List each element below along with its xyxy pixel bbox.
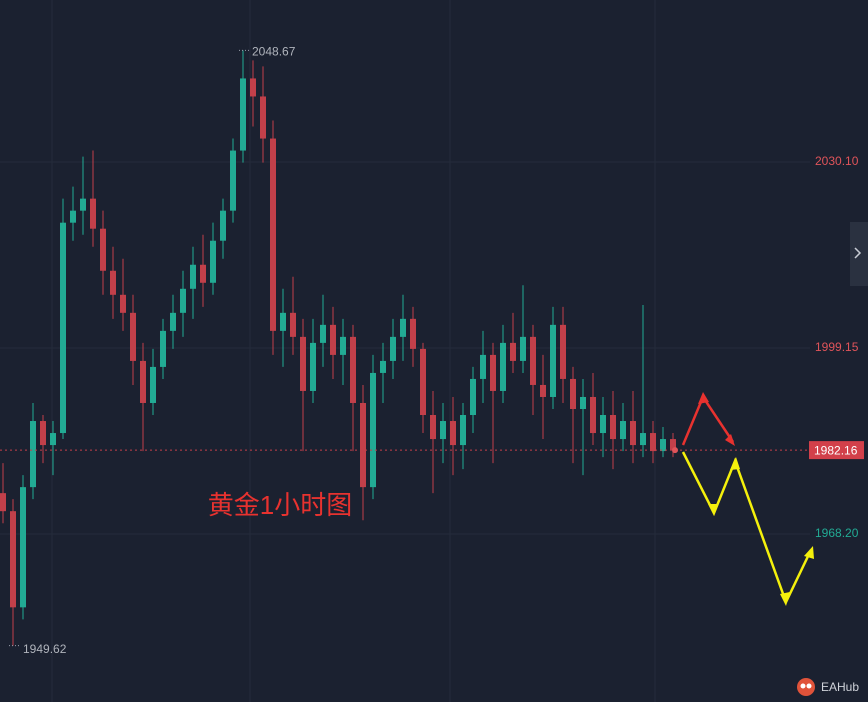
candle-body	[0, 493, 6, 512]
candle-body	[470, 378, 476, 416]
candle-body	[610, 415, 616, 440]
candle-body	[160, 330, 166, 367]
candle-body	[350, 336, 356, 403]
candle-body	[430, 415, 436, 440]
arrow-head	[698, 392, 709, 404]
candle-body	[440, 421, 446, 440]
candle-body	[310, 342, 316, 391]
candle-body	[70, 210, 76, 223]
candle-body	[240, 78, 246, 151]
candle-body	[210, 240, 216, 283]
candle-body	[490, 354, 496, 391]
candle-body	[400, 318, 406, 337]
candle-body	[390, 336, 396, 361]
candle-body	[80, 198, 86, 211]
candle-body	[420, 348, 426, 416]
candle-body	[200, 264, 206, 283]
candle-body	[530, 336, 536, 385]
candle-body	[180, 288, 186, 313]
candle-body	[340, 336, 346, 355]
candle-body	[510, 342, 516, 361]
brand-logo-eye	[806, 683, 812, 689]
arrow-head	[730, 457, 740, 470]
candle-body	[540, 384, 546, 397]
candle-body	[280, 312, 286, 331]
candle-body	[50, 433, 56, 446]
candle-body	[380, 360, 386, 373]
forecast-arrows	[681, 392, 814, 606]
candle-body	[320, 324, 326, 343]
candle-body	[480, 354, 486, 379]
candle-body	[140, 360, 146, 403]
candle-body	[290, 312, 296, 337]
candle-body	[90, 198, 96, 229]
candle-body	[120, 294, 126, 313]
candle-body	[620, 421, 626, 440]
candle-body	[450, 421, 456, 446]
candle-body	[550, 324, 556, 397]
arrow-head	[780, 592, 790, 606]
candle-body	[590, 396, 596, 434]
candle-body	[130, 312, 136, 361]
candle-body	[330, 324, 336, 355]
brand-logo	[797, 678, 815, 696]
candle-body	[500, 342, 506, 391]
candle-body	[630, 421, 636, 446]
candle-body	[270, 138, 276, 331]
brand-logo-eye	[800, 683, 806, 689]
candle-body	[300, 336, 306, 391]
last-price-box	[809, 441, 864, 460]
candle-body	[110, 270, 116, 295]
candle-body	[520, 336, 526, 361]
grid	[51, 0, 656, 702]
candle-body	[370, 372, 376, 488]
candle-body	[640, 433, 646, 446]
candle-body	[220, 210, 226, 241]
brand: EAHub	[821, 680, 859, 694]
last-price-label: 1982.16	[814, 443, 858, 457]
candle-body	[460, 415, 466, 446]
arrow-head	[804, 546, 814, 559]
low-label: 1949.62	[23, 642, 67, 656]
candle-body	[40, 421, 46, 446]
candle-body	[570, 378, 576, 409]
arrow-head	[725, 434, 735, 446]
candle-body	[360, 402, 366, 488]
last-price-dot	[672, 447, 678, 454]
candle-body	[190, 264, 196, 289]
side-tab-icon[interactable]	[854, 247, 862, 259]
candle-body	[670, 439, 676, 451]
candle-body	[260, 96, 266, 139]
y-tick-label: 1999.15	[815, 340, 859, 354]
high-label: 2048.67	[252, 45, 296, 59]
arrow-head	[708, 504, 718, 516]
candle-body	[560, 324, 566, 379]
candle-body	[660, 439, 666, 452]
candle-body	[100, 228, 106, 271]
candle-body	[20, 487, 26, 608]
candle-body	[60, 222, 66, 434]
candle-body	[150, 366, 156, 403]
candle-body	[250, 78, 256, 97]
candle-body	[30, 421, 36, 488]
chart-title: 黄金1小时图	[208, 490, 352, 520]
candle-body	[580, 396, 586, 409]
candle-body	[600, 415, 606, 434]
y-tick-label: 2030.10	[815, 154, 859, 168]
candle-body	[230, 150, 236, 211]
candle-body	[650, 433, 656, 452]
candle-body	[170, 312, 176, 331]
candle-body	[410, 318, 416, 349]
candle-body	[10, 511, 16, 608]
y-tick-label: 1968.20	[815, 526, 859, 540]
